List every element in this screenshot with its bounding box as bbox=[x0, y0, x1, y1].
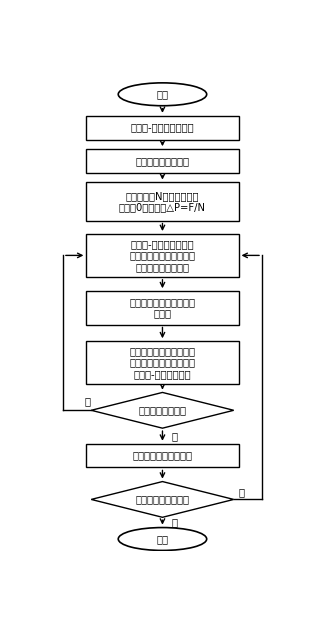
Text: 有限元软件划分网格: 有限元软件划分网格 bbox=[135, 156, 190, 166]
FancyBboxPatch shape bbox=[86, 149, 239, 173]
Ellipse shape bbox=[118, 83, 207, 106]
Text: 结束: 结束 bbox=[157, 534, 168, 544]
Text: 建立流-固耦合几何模型: 建立流-固耦合几何模型 bbox=[131, 123, 194, 132]
Ellipse shape bbox=[118, 527, 207, 550]
Text: 否: 否 bbox=[85, 396, 91, 406]
Text: 求解表面张力对固体产生
的面力: 求解表面张力对固体产生 的面力 bbox=[129, 297, 196, 319]
Text: 载荷是否大于总载荷: 载荷是否大于总载荷 bbox=[135, 495, 190, 504]
Text: 提取流-固边界面节点坐
标，进行三次样条曲线拟
合，计算节点处曲率: 提取流-固边界面节点坐 标，进行三次样条曲线拟 合，计算节点处曲率 bbox=[129, 239, 196, 272]
FancyBboxPatch shape bbox=[86, 444, 239, 467]
FancyBboxPatch shape bbox=[86, 183, 239, 220]
Text: 开始: 开始 bbox=[157, 89, 168, 99]
Text: 总载荷施加在有限元模型
上，进行分析计算，得到
新的流-固边界面坐标: 总载荷施加在有限元模型 上，进行分析计算，得到 新的流-固边界面坐标 bbox=[129, 346, 196, 379]
Polygon shape bbox=[91, 392, 234, 428]
FancyBboxPatch shape bbox=[86, 341, 239, 384]
Text: 是: 是 bbox=[172, 431, 178, 441]
FancyBboxPatch shape bbox=[86, 291, 239, 324]
Text: 是: 是 bbox=[172, 517, 178, 527]
Text: 载荷划分为N步加载，初始
载荷为0，步长为△P=F/N: 载荷划分为N步加载，初始 载荷为0，步长为△P=F/N bbox=[119, 191, 206, 212]
Text: 外载荷增加一个增量步: 外载荷增加一个增量步 bbox=[133, 451, 192, 461]
FancyBboxPatch shape bbox=[86, 116, 239, 139]
FancyBboxPatch shape bbox=[86, 234, 239, 277]
Polygon shape bbox=[91, 482, 234, 517]
Text: 坐标位置是否收敛: 坐标位置是否收敛 bbox=[139, 405, 186, 415]
Text: 否: 否 bbox=[238, 487, 244, 497]
